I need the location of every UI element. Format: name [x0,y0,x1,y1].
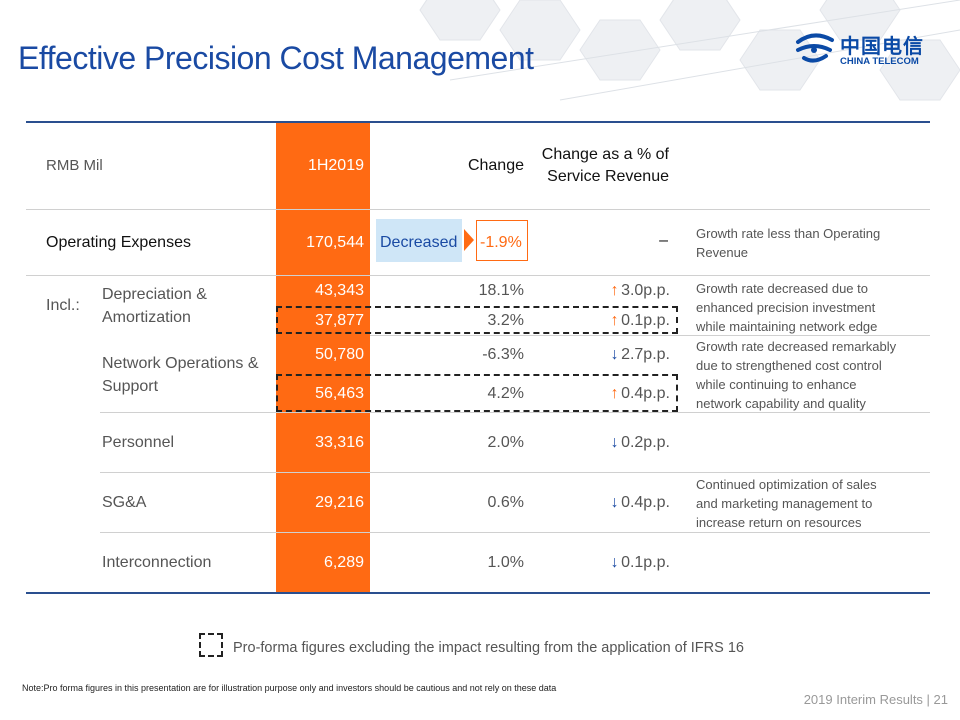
incl-label: Incl.: [46,297,80,314]
pro-forma-dashed-box [276,306,678,334]
decreased-badge [376,219,462,262]
opex-note: Growth rate less than Operating Revenue [696,226,881,260]
pro-forma-dashed-box [276,374,678,412]
row-divider [26,209,930,210]
arrow-down-icon: ↓ [610,434,619,451]
nos-pct-rev: ↓ 2.7p.p. [560,346,670,364]
header-change: Change [467,157,524,174]
nos-label-line2: Support [102,378,159,395]
opex-value: 170,544 [306,234,364,251]
personnel-label: Personnel [102,434,175,451]
sga-label: SG&A [102,494,147,511]
opex-change: -1.9% [480,234,522,251]
opex-status: Decreased [380,234,458,251]
header-period: 1H2019 [307,157,364,174]
da-pf-value: 37,877 [315,312,364,329]
logo-english-text: CHINA TELECOM [840,56,919,67]
header-unit: RMB Mil [46,157,103,174]
sga-value: 29,216 [315,494,364,511]
nos-label-line1: Network Operations & [102,355,259,372]
decreased-arrow-icon [464,229,474,251]
interconnection-value: 6,289 [323,554,364,571]
da-pf-change: 3.2% [487,312,524,329]
header-change-pct-line1: Change as a % of [541,146,669,163]
opex-label: Operating Expenses [46,234,191,251]
page-footer: 2019 Interim Results | 21 [803,692,948,707]
arrow-up-icon: ↑ [610,385,619,402]
opex-change-box [476,220,528,261]
nos-note: Growth rate decreased remarkably due to s… [696,339,897,411]
period-column-highlight [276,122,370,592]
da-value: 43,343 [315,282,364,299]
nos-value: 50,780 [315,346,364,363]
pro-forma-legend-icon [199,633,223,657]
personnel-pct-rev: ↓ 0.2p.p. [560,434,670,452]
table-top-rule [26,121,930,123]
row-divider [26,275,930,276]
sga-pct-rev: ↓ 0.4p.p. [560,494,670,512]
interconnection-pct-rev: ↓ 0.1p.p. [560,554,670,572]
pro-forma-legend-text: Pro-forma figures excluding the impact r… [233,640,744,656]
nos-pf-pct-rev: ↑ 0.4p.p. [560,385,670,403]
da-pct-rev: ↑ 3.0p.p. [560,282,670,300]
da-note: Growth rate decreased due to enhanced pre… [696,281,878,334]
row-divider [370,335,930,336]
sga-change: 0.6% [487,494,524,511]
logo-chinese-text: 中国电信 [840,36,924,58]
row-divider [100,532,930,533]
da-change: 18.1% [478,282,524,299]
arrow-up-icon: ↑ [610,312,619,329]
personnel-change: 2.0% [487,434,524,451]
row-divider [100,472,930,473]
nos-pf-change: 4.2% [487,385,524,402]
personnel-value: 33,316 [315,434,364,451]
header-change-pct-line2: Service Revenue [547,168,669,185]
page-title: Effective Precision Cost Management [18,40,534,76]
arrow-up-icon: ↑ [610,282,619,299]
nos-change: -6.3% [482,346,524,363]
sga-note: Continued optimization of sales and marke… [696,477,877,530]
da-label-line2: Amortization [102,309,191,326]
row-divider [100,412,930,413]
china-telecom-logo [796,33,834,63]
arrow-down-icon: ↓ [610,494,619,511]
interconnection-change: 1.0% [487,554,524,571]
da-label-line1: Depreciation & [102,286,207,303]
opex-pct-rev: – [659,232,668,249]
interconnection-label: Interconnection [102,554,212,571]
footnote: Note:Pro forma figures in this presentat… [22,683,557,693]
da-pf-pct-rev: ↑ 0.1p.p. [560,312,670,330]
nos-pf-value: 56,463 [315,385,364,402]
arrow-down-icon: ↓ [610,346,619,363]
table-bottom-rule [26,592,930,594]
arrow-down-icon: ↓ [610,554,619,571]
